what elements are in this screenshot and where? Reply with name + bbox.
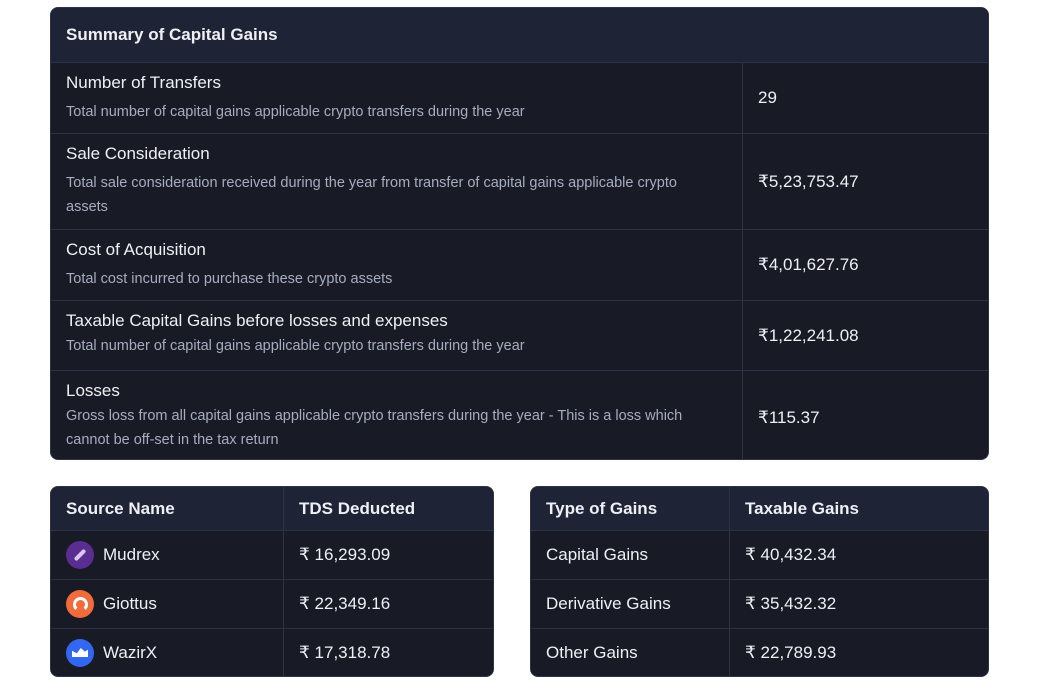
row-title: Losses: [66, 381, 120, 400]
row-value: ₹115.37: [758, 407, 820, 427]
giottus-logo-icon: [66, 590, 94, 618]
gain-type: Capital Gains: [531, 530, 730, 580]
summary-row: Losses Gross loss from all capital gains …: [51, 371, 988, 459]
gain-value: ₹ 35,432.32: [729, 579, 988, 629]
summary-title: Summary of Capital Gains: [51, 8, 988, 63]
row-value: ₹1,22,241.08: [758, 325, 859, 345]
row-title: Taxable Capital Gains before losses and …: [66, 311, 448, 330]
row-description: Total number of capital gains applicable…: [66, 338, 525, 354]
tds-value: ₹ 16,293.09: [283, 530, 493, 580]
table-row: Giottus ₹ 22,349.16: [51, 579, 493, 629]
taxable-gains-table: Type of Gains Taxable Gains Capital Gains…: [530, 486, 989, 677]
gain-type: Other Gains: [531, 628, 730, 676]
column-header-taxable: Taxable Gains: [729, 487, 988, 531]
mudrex-logo-icon: [66, 541, 94, 569]
row-description: Gross loss from all capital gains applic…: [66, 408, 683, 448]
summary-row: Number of Transfers Total number of capit…: [51, 63, 988, 134]
source-name: WazirX: [103, 643, 158, 662]
summary-row: Sale Consideration Total sale considerati…: [51, 134, 988, 230]
row-value: ₹4,01,627.76: [758, 255, 859, 274]
row-title: Number of Transfers: [66, 73, 221, 92]
source-name: Mudrex: [103, 545, 160, 564]
table-row: Other Gains ₹ 22,789.93: [531, 628, 988, 676]
row-description: Total sale consideration received during…: [66, 175, 677, 215]
row-title: Cost of Acquisition: [66, 240, 206, 259]
gain-value: ₹ 40,432.34: [729, 530, 988, 580]
tds-table: Source Name TDS Deducted Mudrex ₹ 16,293.…: [50, 486, 494, 677]
summary-row: Taxable Capital Gains before losses and …: [51, 301, 988, 371]
table-row: Mudrex ₹ 16,293.09: [51, 530, 493, 580]
row-value: ₹5,23,753.47: [758, 171, 859, 191]
gain-value: ₹ 22,789.93: [745, 643, 837, 662]
table-row: WazirX ₹ 17,318.78: [51, 628, 493, 676]
gain-type: Derivative Gains: [531, 579, 730, 629]
row-value: 29: [758, 88, 777, 107]
row-description: Total number of capital gains applicable…: [66, 104, 525, 120]
table-row: Capital Gains ₹ 40,432.34: [531, 530, 988, 580]
column-header-source: Source Name: [51, 487, 284, 531]
tds-value: ₹ 22,349.16: [283, 579, 493, 629]
column-header-type: Type of Gains: [531, 487, 730, 531]
row-title: Sale Consideration: [66, 144, 210, 163]
table-row: Derivative Gains ₹ 35,432.32: [531, 579, 988, 629]
source-name: Giottus: [103, 594, 157, 613]
row-description: Total cost incurred to purchase these cr…: [66, 271, 393, 287]
column-header-tds: TDS Deducted: [283, 487, 493, 531]
capital-gains-summary-table: Summary of Capital Gains Number of Trans…: [50, 7, 989, 460]
wazirx-logo-icon: [66, 639, 94, 667]
summary-row: Cost of Acquisition Total cost incurred t…: [51, 230, 988, 301]
tds-value: ₹ 17,318.78: [299, 643, 391, 662]
